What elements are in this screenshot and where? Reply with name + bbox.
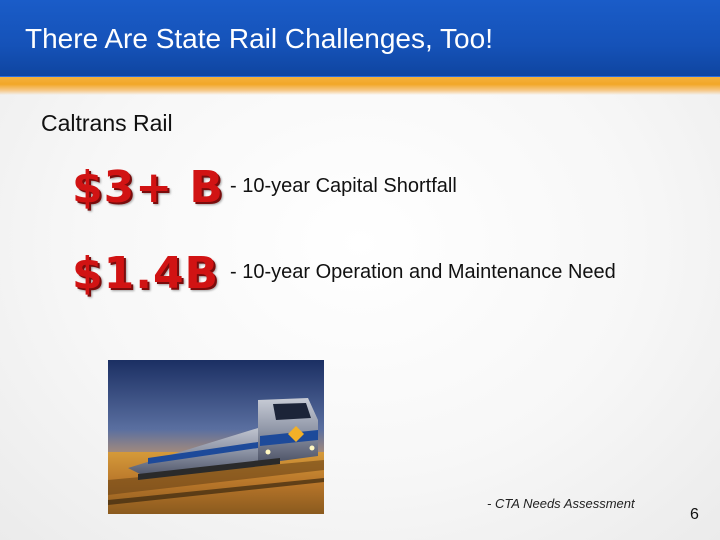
slide-subtitle: Caltrans Rail (41, 110, 173, 136)
title-bar: There Are State Rail Challenges, Too! (0, 0, 720, 77)
operation-maintenance-description: - 10-year Operation and Maintenance Need (230, 261, 616, 283)
capital-shortfall-description: - 10-year Capital Shortfall (230, 175, 457, 197)
accent-bar (0, 77, 720, 95)
slide-title: There Are State Rail Challenges, Too! (25, 23, 493, 54)
source-citation: - CTA Needs Assessment (487, 496, 635, 511)
page-number: 6 (690, 506, 699, 523)
capital-shortfall-amount: $3+ B (72, 162, 224, 213)
operation-maintenance-amount: $1.4B (72, 248, 220, 299)
train-photo (108, 360, 324, 514)
